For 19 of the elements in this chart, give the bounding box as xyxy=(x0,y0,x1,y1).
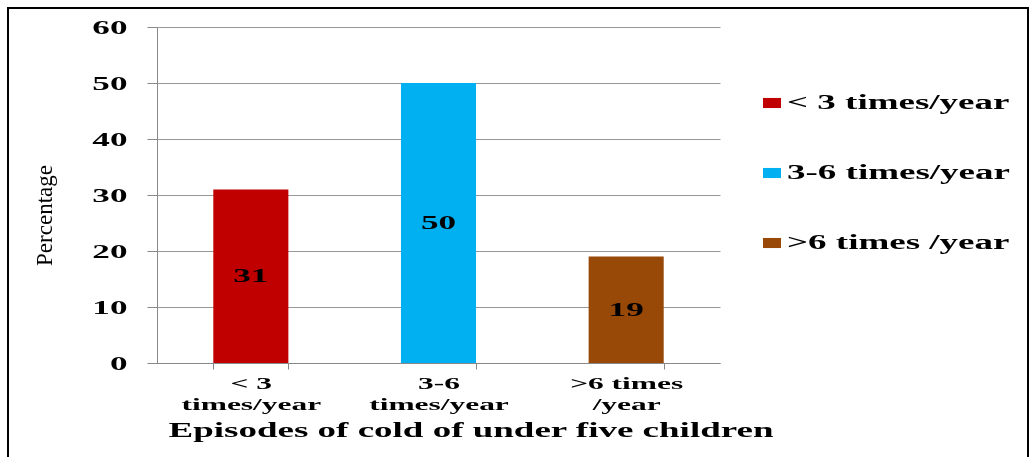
x-tick-label: < 3 times/year xyxy=(181,373,322,414)
x-tick-label: 3-6 times/year xyxy=(369,373,509,414)
x-axis-title: Episodes of cold of under five children xyxy=(168,418,775,441)
chart-frame: < 3 times/year 3-6 times/year >6 times /year Episodes of cold of under five children 0 10 20 30 40 50 60 Percentage 31 50 19 < 3 times/year 3-6 times/year >6 times /year xyxy=(7,7,1029,457)
y-tick-label: 20 xyxy=(92,240,128,262)
y-tick-label: 10 xyxy=(92,296,128,318)
data-label: 19 xyxy=(608,298,644,320)
legend-label: >6 times /year xyxy=(787,230,1010,254)
legend-label: < 3 times/year xyxy=(787,90,1010,114)
y-axis-title: Percentage xyxy=(31,165,57,266)
y-tick-label: 60 xyxy=(92,16,128,38)
legend-label: 3-6 times/year xyxy=(787,160,1010,184)
y-tick-label: 40 xyxy=(92,128,128,150)
y-tick-label: 0 xyxy=(109,352,128,374)
y-tick-label: 50 xyxy=(92,72,128,94)
data-label: 31 xyxy=(233,265,269,287)
data-label: 50 xyxy=(420,212,457,234)
x-tick-label: >6 times /year xyxy=(570,373,684,414)
y-tick-label: 30 xyxy=(92,184,128,206)
